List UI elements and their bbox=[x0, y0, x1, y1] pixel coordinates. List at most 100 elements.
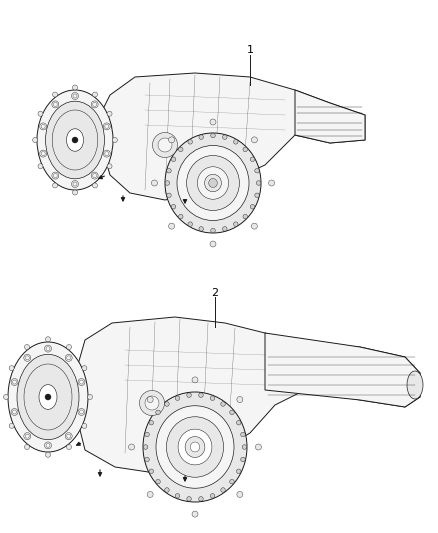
Ellipse shape bbox=[67, 356, 71, 360]
Ellipse shape bbox=[210, 119, 216, 125]
Ellipse shape bbox=[92, 183, 97, 188]
Ellipse shape bbox=[65, 354, 72, 361]
Ellipse shape bbox=[208, 179, 217, 188]
Ellipse shape bbox=[165, 133, 261, 233]
Ellipse shape bbox=[211, 133, 215, 138]
Ellipse shape bbox=[407, 371, 423, 399]
Ellipse shape bbox=[250, 205, 255, 209]
Ellipse shape bbox=[199, 135, 203, 139]
Ellipse shape bbox=[233, 222, 238, 227]
Ellipse shape bbox=[38, 164, 43, 169]
Ellipse shape bbox=[169, 137, 175, 143]
Ellipse shape bbox=[105, 151, 109, 156]
Ellipse shape bbox=[25, 445, 29, 449]
Ellipse shape bbox=[145, 396, 159, 410]
Ellipse shape bbox=[152, 133, 177, 157]
Ellipse shape bbox=[78, 408, 85, 415]
Ellipse shape bbox=[93, 174, 97, 177]
Ellipse shape bbox=[25, 434, 29, 438]
Ellipse shape bbox=[188, 222, 192, 227]
Ellipse shape bbox=[67, 344, 71, 350]
Text: 2: 2 bbox=[212, 288, 219, 298]
Ellipse shape bbox=[67, 445, 71, 449]
Ellipse shape bbox=[25, 356, 29, 360]
Ellipse shape bbox=[40, 150, 47, 157]
Ellipse shape bbox=[241, 457, 245, 462]
Ellipse shape bbox=[185, 437, 205, 457]
Ellipse shape bbox=[210, 396, 215, 400]
Circle shape bbox=[72, 137, 78, 143]
Ellipse shape bbox=[82, 366, 87, 370]
Ellipse shape bbox=[11, 378, 18, 385]
Ellipse shape bbox=[93, 102, 97, 107]
Ellipse shape bbox=[38, 111, 43, 116]
Ellipse shape bbox=[156, 479, 160, 484]
Ellipse shape bbox=[179, 214, 183, 219]
Ellipse shape bbox=[46, 346, 50, 351]
Ellipse shape bbox=[24, 433, 31, 440]
Ellipse shape bbox=[73, 182, 77, 186]
Ellipse shape bbox=[268, 180, 275, 186]
Ellipse shape bbox=[251, 223, 258, 229]
Ellipse shape bbox=[210, 494, 215, 498]
Ellipse shape bbox=[158, 138, 172, 152]
Ellipse shape bbox=[71, 181, 78, 188]
Ellipse shape bbox=[24, 364, 72, 430]
Ellipse shape bbox=[166, 417, 224, 477]
Ellipse shape bbox=[188, 140, 192, 144]
Ellipse shape bbox=[107, 164, 112, 169]
Ellipse shape bbox=[221, 488, 225, 492]
Ellipse shape bbox=[179, 147, 183, 152]
Ellipse shape bbox=[255, 168, 259, 173]
Ellipse shape bbox=[256, 181, 261, 185]
Ellipse shape bbox=[233, 140, 238, 144]
Ellipse shape bbox=[243, 147, 247, 152]
Ellipse shape bbox=[45, 442, 52, 449]
Ellipse shape bbox=[147, 397, 153, 402]
Ellipse shape bbox=[191, 442, 200, 452]
Ellipse shape bbox=[237, 421, 241, 425]
Ellipse shape bbox=[143, 445, 148, 449]
Ellipse shape bbox=[53, 174, 57, 177]
Ellipse shape bbox=[187, 156, 240, 211]
Ellipse shape bbox=[177, 146, 249, 221]
Ellipse shape bbox=[145, 432, 149, 437]
Ellipse shape bbox=[156, 406, 234, 488]
Ellipse shape bbox=[255, 193, 259, 198]
Ellipse shape bbox=[198, 167, 229, 199]
Ellipse shape bbox=[223, 135, 227, 139]
Ellipse shape bbox=[187, 497, 191, 501]
Ellipse shape bbox=[230, 479, 234, 484]
Ellipse shape bbox=[145, 457, 149, 462]
Ellipse shape bbox=[53, 92, 57, 97]
Ellipse shape bbox=[223, 227, 227, 231]
Ellipse shape bbox=[171, 157, 176, 161]
Ellipse shape bbox=[250, 157, 255, 161]
Ellipse shape bbox=[65, 433, 72, 440]
Ellipse shape bbox=[237, 397, 243, 402]
Ellipse shape bbox=[165, 488, 169, 492]
Ellipse shape bbox=[129, 444, 134, 450]
Ellipse shape bbox=[46, 337, 50, 342]
Ellipse shape bbox=[41, 151, 45, 156]
Ellipse shape bbox=[13, 380, 17, 384]
Ellipse shape bbox=[13, 410, 17, 414]
Ellipse shape bbox=[165, 402, 169, 406]
Ellipse shape bbox=[9, 423, 14, 429]
Ellipse shape bbox=[152, 180, 157, 186]
Ellipse shape bbox=[67, 129, 84, 151]
Ellipse shape bbox=[211, 228, 215, 233]
Ellipse shape bbox=[46, 443, 50, 447]
Ellipse shape bbox=[199, 497, 203, 501]
Ellipse shape bbox=[45, 345, 52, 352]
Ellipse shape bbox=[24, 354, 31, 361]
Ellipse shape bbox=[210, 241, 216, 247]
Ellipse shape bbox=[139, 391, 165, 416]
Ellipse shape bbox=[237, 491, 243, 497]
Ellipse shape bbox=[37, 90, 113, 190]
Ellipse shape bbox=[73, 94, 77, 98]
Ellipse shape bbox=[251, 137, 258, 143]
Ellipse shape bbox=[169, 223, 175, 229]
Ellipse shape bbox=[92, 92, 97, 97]
Ellipse shape bbox=[237, 469, 241, 473]
